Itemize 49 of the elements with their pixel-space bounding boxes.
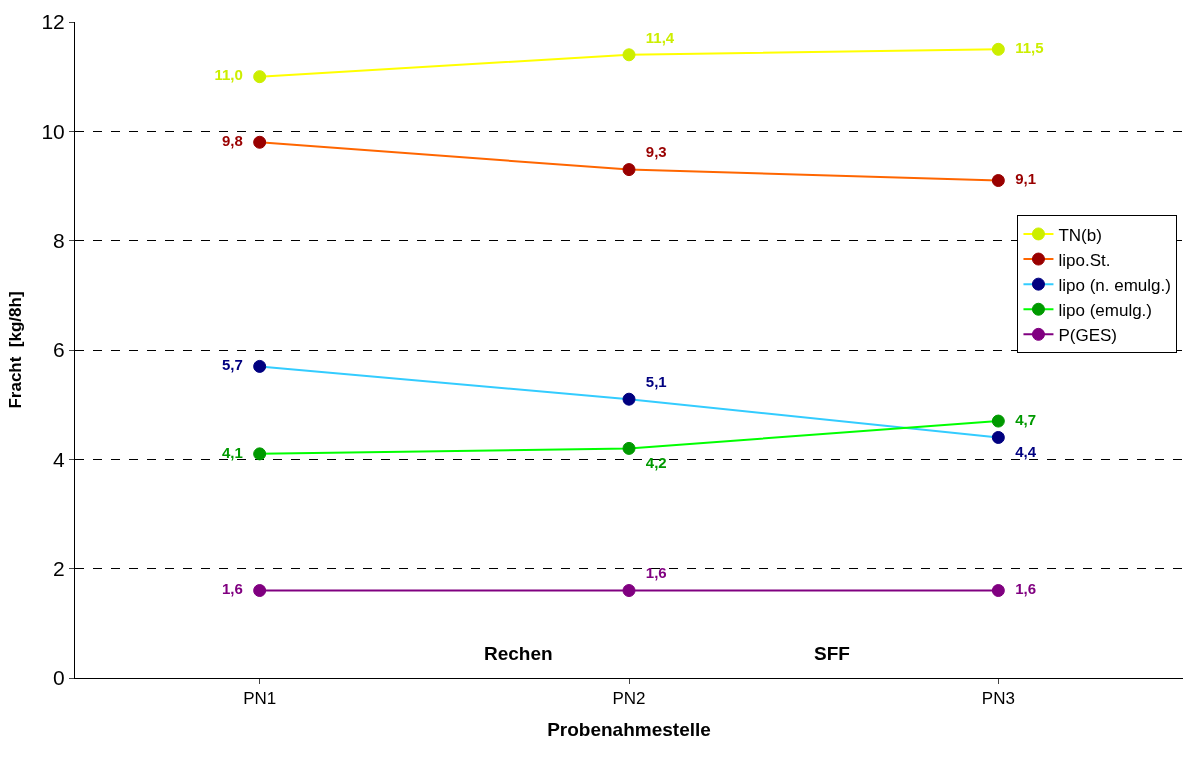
data-label: 4,2 <box>645 454 667 472</box>
point <box>253 447 267 461</box>
y-tick-label: 6 <box>53 338 65 362</box>
data-label: 9,3 <box>645 143 667 161</box>
point <box>253 70 267 84</box>
legend-label: P(GES) <box>1058 325 1118 345</box>
data-label: 9,8 <box>221 132 243 150</box>
point <box>253 359 267 373</box>
point <box>991 42 1005 56</box>
point <box>253 135 267 149</box>
y-tick-label: 12 <box>41 10 65 34</box>
data-label: 4,4 <box>1015 443 1037 461</box>
point <box>622 441 636 455</box>
data-label: 11,0 <box>214 66 243 84</box>
point <box>622 392 636 406</box>
y-tick-label: 2 <box>53 557 65 581</box>
data-label: 5,7 <box>221 356 243 374</box>
y-tick-label: 8 <box>53 229 65 253</box>
legend-label: lipo.St. <box>1058 250 1111 270</box>
data-label: 5,1 <box>645 372 667 390</box>
point <box>991 174 1005 188</box>
y-tick-label: 4 <box>53 447 66 471</box>
point <box>622 48 636 62</box>
point <box>991 430 1005 444</box>
point <box>991 414 1005 428</box>
data-label: 1,6 <box>645 564 667 582</box>
annotation: Rechen <box>484 643 553 664</box>
y-tick-label: 0 <box>53 666 65 690</box>
data-label: 9,1 <box>1015 170 1037 188</box>
data-label: 1,6 <box>1015 580 1037 598</box>
data-label: 4,1 <box>221 443 243 461</box>
data-label: 1,6 <box>221 580 243 598</box>
point <box>991 584 1005 598</box>
data-label: 11,5 <box>1015 39 1044 57</box>
legend-label: TN(b) <box>1058 225 1102 245</box>
y-axis-title: Fracht [kg/8h] <box>5 291 25 409</box>
legend-label: lipo (emulg.) <box>1058 300 1153 320</box>
y-tick-label: 10 <box>41 119 65 143</box>
data-label: 4,7 <box>1015 410 1037 428</box>
x-axis-title: Probenahmestelle <box>547 719 711 741</box>
x-tick-label: PN3 <box>981 689 1015 709</box>
annotation: SFF <box>814 643 850 664</box>
x-tick-label: PN2 <box>612 689 646 709</box>
legend-label: lipo (n. emulg.) <box>1058 275 1171 295</box>
x-tick-label: PN1 <box>243 689 277 709</box>
point <box>253 584 267 598</box>
point <box>622 584 636 598</box>
data-label: 11,4 <box>645 28 675 46</box>
point <box>622 163 636 177</box>
